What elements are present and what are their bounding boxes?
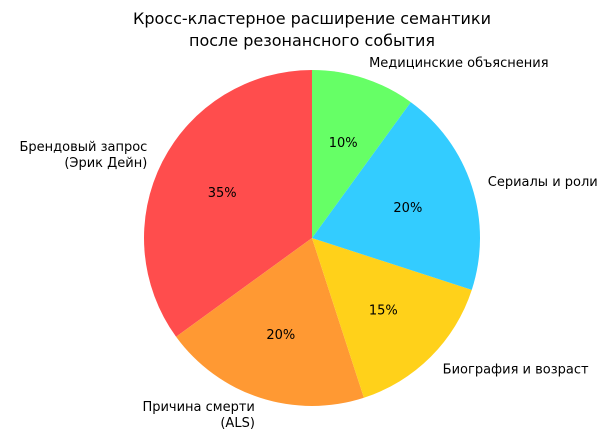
chart-title-line-2: после резонансного события (189, 31, 435, 50)
pie-slice (144, 70, 312, 337)
slice-percent-label: 10% (329, 136, 358, 151)
slice-percent-label: 35% (208, 186, 237, 201)
slice-percent-label: 20% (266, 328, 295, 343)
pie-slice (312, 238, 472, 398)
slice-percent-label: 15% (369, 303, 398, 318)
slice-category-label: Сериалы и роли (488, 175, 598, 190)
slice-category-label: (ALS) (220, 416, 255, 431)
pie-slice (312, 102, 480, 290)
slice-category-label: Причина смерти (142, 400, 254, 415)
slice-category-label: Биография и возраст (443, 363, 589, 378)
slice-category-label: Брендовый запрос (19, 140, 147, 155)
pie-slice (176, 238, 364, 406)
pie-slice (312, 70, 411, 238)
slice-category-label: Медицинские объяснения (369, 56, 548, 71)
slice-category-label: (Эрик Дейн) (64, 156, 147, 171)
chart-title-line-1: Кросс-кластерное расширение семантики (133, 9, 491, 28)
slice-percent-label: 20% (393, 201, 422, 216)
